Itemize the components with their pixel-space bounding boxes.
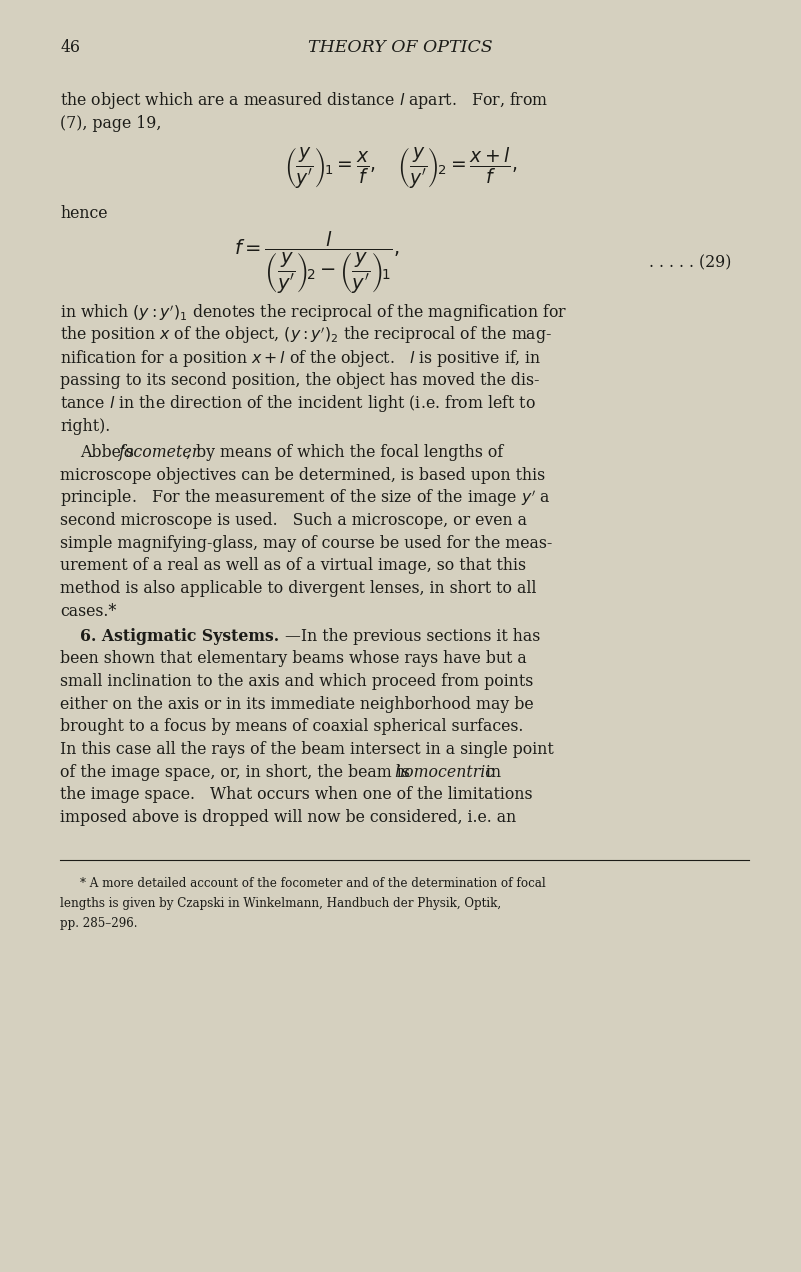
Text: in which $(y : y')_1$ denotes the reciprocal of the magnification for: in which $(y : y')_1$ denotes the recipr… <box>60 303 567 323</box>
Text: the position $x$ of the object, $(y : y')_2$ the reciprocal of the mag-: the position $x$ of the object, $(y : y'… <box>60 324 552 346</box>
Text: brought to a focus by means of coaxial spherical surfaces.: brought to a focus by means of coaxial s… <box>60 719 523 735</box>
Text: lengths is given by Czapski in Winkelmann, Handbuch der Physik, Optik,: lengths is given by Czapski in Winkelman… <box>60 897 501 911</box>
Text: the image space.   What occurs when one of the limitations: the image space. What occurs when one of… <box>60 786 533 803</box>
Text: either on the axis or in its immediate neighborhood may be: either on the axis or in its immediate n… <box>60 696 533 712</box>
Text: 46: 46 <box>60 38 80 56</box>
Text: —In the previous sections it has: —In the previous sections it has <box>285 628 541 645</box>
Text: $\left(\dfrac{y}{y'}\right)_{\!1} = \dfrac{x}{f},\quad\left(\dfrac{y}{y'}\right): $\left(\dfrac{y}{y'}\right)_{\!1} = \dfr… <box>284 145 517 191</box>
Text: small inclination to the axis and which proceed from points: small inclination to the axis and which … <box>60 673 533 689</box>
Text: been shown that elementary beams whose rays have but a: been shown that elementary beams whose r… <box>60 650 527 668</box>
Text: urement of a real as well as of a virtual image, so that this: urement of a real as well as of a virtua… <box>60 557 526 574</box>
Text: method is also applicable to divergent lenses, in short to all: method is also applicable to divergent l… <box>60 580 537 597</box>
Text: nification for a position $x + l$ of the object.   $l$ is positive if, in: nification for a position $x + l$ of the… <box>60 347 541 369</box>
Text: 6. Astigmatic Systems.: 6. Astigmatic Systems. <box>80 628 280 645</box>
Text: focometer: focometer <box>119 444 200 460</box>
Text: Abbe’s: Abbe’s <box>80 444 139 460</box>
Text: right).: right). <box>60 417 111 435</box>
Text: homocentric: homocentric <box>394 763 494 781</box>
Text: of the image space, or, in short, the beam is: of the image space, or, in short, the be… <box>60 763 415 781</box>
Text: in: in <box>481 763 501 781</box>
Text: * A more detailed account of the focometer and of the determination of focal: * A more detailed account of the focomet… <box>80 876 545 890</box>
Text: principle.   For the measurement of the size of the image $y'$ a: principle. For the measurement of the si… <box>60 487 550 509</box>
Text: simple magnifying-glass, may of course be used for the meas-: simple magnifying-glass, may of course b… <box>60 534 553 552</box>
Text: passing to its second position, the object has moved the dis-: passing to its second position, the obje… <box>60 373 540 389</box>
Text: THEORY OF OPTICS: THEORY OF OPTICS <box>308 38 493 56</box>
Text: the object which are a measured distance $l$ apart.   For, from: the object which are a measured distance… <box>60 90 549 111</box>
Text: $f = \dfrac{\;l\;}{\left(\dfrac{y}{y'}\right)_{\!2} - \left(\dfrac{y}{y'}\right): $f = \dfrac{\;l\;}{\left(\dfrac{y}{y'}\r… <box>234 230 399 296</box>
Text: , by means of which the focal lengths of: , by means of which the focal lengths of <box>186 444 503 460</box>
Text: hence: hence <box>60 205 107 223</box>
Text: tance $l$ in the direction of the incident light (i.e. from left to: tance $l$ in the direction of the incide… <box>60 393 536 413</box>
Text: (7), page 19,: (7), page 19, <box>60 114 162 131</box>
Text: . . . . . (29): . . . . . (29) <box>649 254 731 272</box>
Text: imposed above is dropped will now be considered, i.e. an: imposed above is dropped will now be con… <box>60 809 517 826</box>
Text: second microscope is used.   Such a microscope, or even a: second microscope is used. Such a micros… <box>60 513 527 529</box>
Text: microscope objectives can be determined, is based upon this: microscope objectives can be determined,… <box>60 467 545 483</box>
Text: pp. 285–296.: pp. 285–296. <box>60 917 138 931</box>
Text: In this case all the rays of the beam intersect in a single point: In this case all the rays of the beam in… <box>60 742 553 758</box>
Text: cases.*: cases.* <box>60 603 116 619</box>
